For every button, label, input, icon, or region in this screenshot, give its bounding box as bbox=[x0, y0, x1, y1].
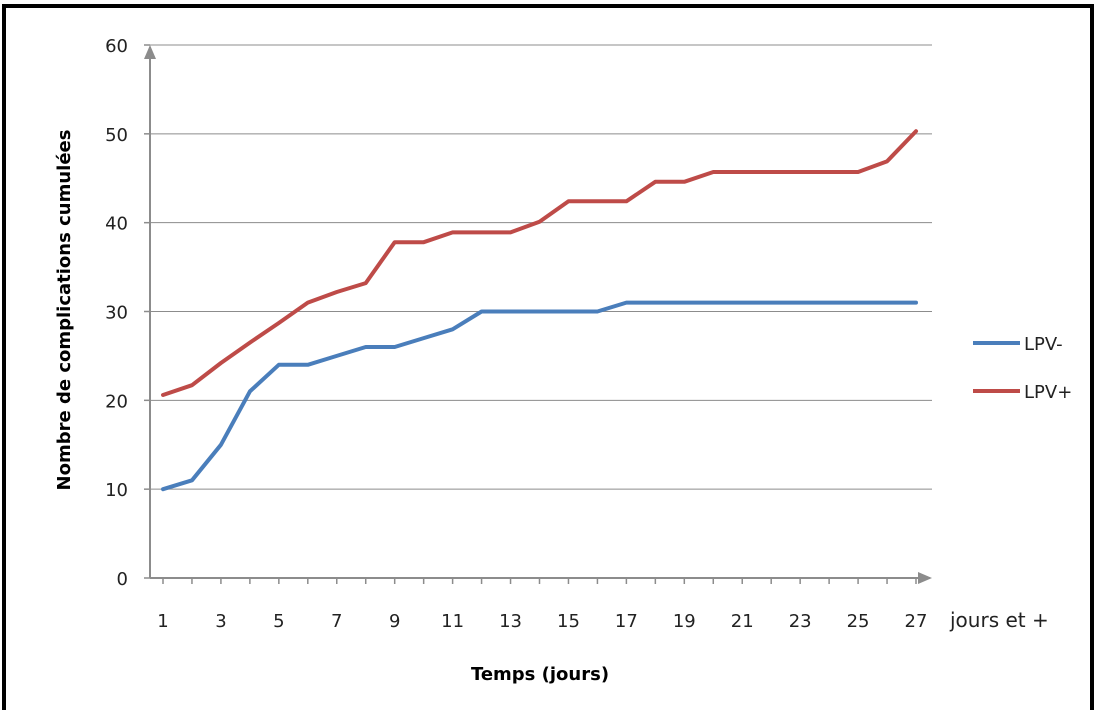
x-tick-label: 3 bbox=[215, 611, 226, 632]
x-tick-label: 11 bbox=[441, 611, 464, 632]
chart-frame bbox=[2, 4, 1094, 710]
x-tick-label: 27 bbox=[905, 611, 928, 632]
x-tick-label: 19 bbox=[673, 611, 696, 632]
x-tick-labels: 1 3 5 7 9 11 13 15 17 19 21 23 25 27 bbox=[157, 578, 927, 632]
x-tick-label: 13 bbox=[499, 611, 522, 632]
axes bbox=[144, 45, 932, 584]
y-tick-label: 0 bbox=[117, 569, 128, 590]
y-tick-label: 30 bbox=[105, 303, 128, 324]
series-line-LPV- bbox=[161, 300, 918, 492]
x-tick-label: 9 bbox=[389, 611, 400, 632]
x-tick-label: 17 bbox=[615, 611, 638, 632]
y-tick-labels: 0 10 20 30 40 50 60 bbox=[105, 36, 128, 590]
x-tick-label: 7 bbox=[331, 611, 342, 632]
y-tick-label: 50 bbox=[105, 125, 128, 146]
x-tick-label: 23 bbox=[789, 611, 812, 632]
x-tick-label: 15 bbox=[557, 611, 580, 632]
y-axis-arrow bbox=[144, 45, 156, 59]
series-lines bbox=[161, 129, 918, 492]
y-tick-label: 60 bbox=[105, 36, 128, 57]
y-axis-title: Nombre de complications cumulées bbox=[54, 130, 75, 491]
x-tick-label: 21 bbox=[731, 611, 754, 632]
x-axis-arrow bbox=[918, 572, 932, 584]
x-axis-suffix-label: jours et + bbox=[949, 608, 1049, 632]
y-tick-label: 40 bbox=[105, 214, 128, 235]
y-tick-label: 20 bbox=[105, 391, 128, 412]
legend-label: LPV+ bbox=[1024, 382, 1072, 403]
legend: LPV- LPV+ bbox=[973, 334, 1072, 403]
legend-label: LPV- bbox=[1024, 334, 1063, 355]
y-tick-label: 10 bbox=[105, 480, 128, 501]
series-line-LPV+ bbox=[161, 129, 918, 397]
x-tick-label: 25 bbox=[847, 611, 870, 632]
x-tick-label: 5 bbox=[273, 611, 284, 632]
x-tick-label: 1 bbox=[157, 611, 168, 632]
x-axis-title: Temps (jours) bbox=[471, 664, 609, 685]
